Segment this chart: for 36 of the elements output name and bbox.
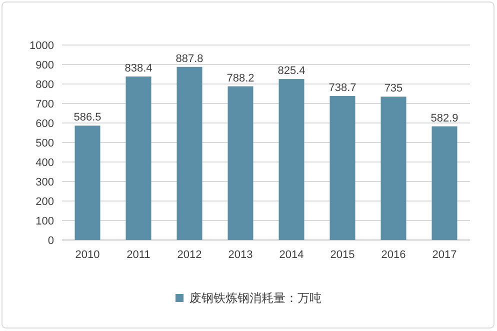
x-tick-label: 2012 — [177, 249, 202, 261]
y-tick-label: 1000 — [30, 40, 54, 52]
y-tick-label: 100 — [36, 216, 54, 228]
data-label: 825.4 — [278, 65, 306, 78]
y-tick-label: 500 — [36, 138, 54, 150]
x-tick-label: 2015 — [330, 249, 355, 261]
x-tick-label: 2013 — [228, 249, 253, 261]
data-label: 586.5 — [74, 112, 102, 124]
y-tick-label: 800 — [36, 79, 54, 91]
x-tick-label: 2016 — [381, 249, 406, 261]
y-tick-label: 300 — [36, 176, 54, 188]
y-tick-label: 400 — [36, 157, 54, 169]
legend-label: 废钢铁炼钢消耗量：万吨 — [190, 291, 322, 305]
y-tick-label: 700 — [36, 98, 54, 110]
y-tick-label: 600 — [36, 118, 54, 130]
bar — [432, 126, 458, 240]
bar — [126, 76, 152, 240]
data-label: 887.8 — [176, 52, 204, 65]
x-tick-label: 2014 — [279, 249, 304, 261]
x-tick-label: 2011 — [126, 249, 150, 261]
data-label: 788.2 — [226, 72, 254, 84]
y-tick-label: 200 — [36, 196, 54, 208]
data-label: 582.9 — [430, 112, 458, 124]
bar — [74, 126, 100, 240]
bar — [228, 86, 254, 240]
bar — [330, 96, 356, 240]
data-label: 735 — [384, 82, 403, 95]
y-tick-label: 0 — [48, 235, 54, 247]
x-tick-label: 2017 — [432, 249, 457, 261]
bar — [176, 66, 202, 240]
bar — [278, 79, 304, 240]
x-tick-label: 2010 — [75, 249, 100, 261]
y-tick-label: 900 — [36, 60, 54, 72]
data-label: 838.4 — [124, 62, 152, 75]
data-label: 738.7 — [328, 82, 356, 94]
bar — [380, 96, 406, 240]
